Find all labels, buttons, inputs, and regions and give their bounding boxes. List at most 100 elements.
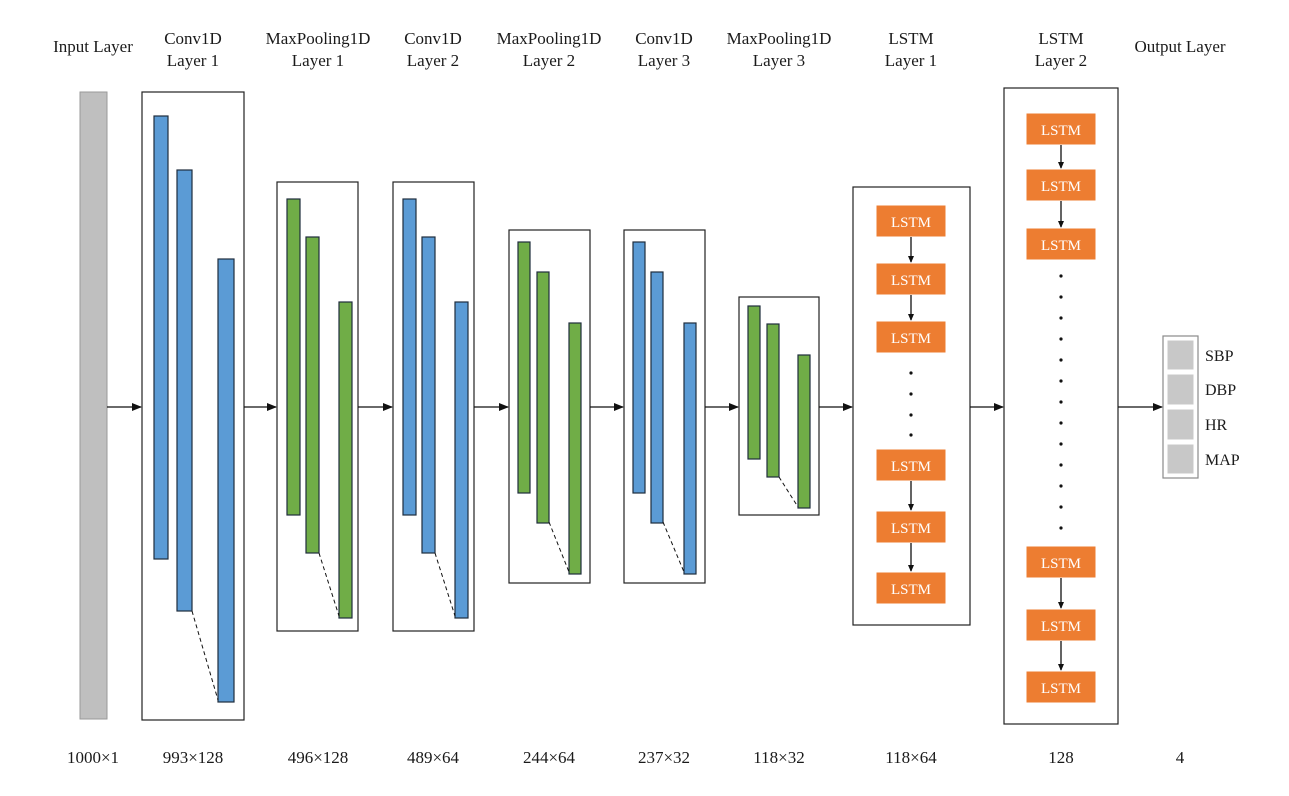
output-cell-dbp	[1166, 373, 1195, 406]
lstm2-cell-6	[1025, 670, 1097, 704]
lstm2-ellipsis-dot-5	[1059, 358, 1063, 362]
lstm1-block: LSTM LSTM LSTM LSTM LSTM LSTM	[852, 186, 971, 626]
pool2-block	[508, 229, 591, 584]
conv3-feature-map-n	[683, 322, 697, 575]
conv1-ellipsis-dash	[191, 610, 219, 701]
output-label-sbp: SBP	[1205, 348, 1234, 365]
dims-pool2: 244×64	[523, 748, 576, 767]
lstm1-ellipsis-dot-4	[909, 433, 913, 437]
lstm2-cell-4	[1025, 545, 1097, 579]
header-conv2-line1: Conv1D	[404, 29, 462, 48]
pool2-feature-map-2	[536, 271, 550, 524]
header-pool2-line1: MaxPooling1D	[497, 29, 602, 48]
header-lstm1-line2: Layer 1	[885, 51, 937, 70]
output-cell-sbp	[1166, 339, 1195, 371]
dims-lstm2: 128	[1048, 748, 1074, 767]
output-cell-hr	[1166, 408, 1195, 441]
pool2-feature-map-n	[568, 322, 582, 575]
conv1-feature-map-2	[176, 169, 193, 612]
lstm2-cell-3-label: LSTM	[1041, 238, 1081, 254]
lstm2-cell-2-label: LSTM	[1041, 179, 1081, 195]
lstm1-ellipsis-dot-1	[909, 371, 913, 375]
output-label-hr: HR	[1205, 417, 1228, 434]
header-pool3-line1: MaxPooling1D	[727, 29, 832, 48]
output-block: SBP DBP HR MAP	[1162, 335, 1240, 479]
lstm1-cell-1	[875, 204, 947, 238]
header-lstm2-line1: LSTM	[1038, 29, 1083, 48]
lstm2-ellipsis-dot-13	[1059, 526, 1063, 530]
header-input-line1: Input Layer	[53, 37, 133, 56]
lstm2-ellipsis-dot-1	[1059, 274, 1063, 278]
lstm2-block: LSTM LSTM LSTM LSTM LSTM LSTM	[1003, 87, 1119, 725]
lstm1-cell-2-label: LSTM	[891, 273, 931, 289]
header-pool3-line2: Layer 3	[753, 51, 805, 70]
dims-conv3: 237×32	[638, 748, 690, 767]
conv2-feature-map-n	[454, 301, 469, 619]
lstm2-ellipsis-dot-7	[1059, 400, 1063, 404]
dims-pool3: 118×32	[753, 748, 804, 767]
pool1-feature-map-1	[286, 198, 301, 516]
conv1-block	[141, 91, 245, 721]
pool3-block	[738, 296, 820, 516]
header-conv3-line2: Layer 3	[638, 51, 690, 70]
lstm1-cell-5-label: LSTM	[891, 521, 931, 537]
dims-conv2: 489×64	[407, 748, 460, 767]
header-pool1-line2: Layer 1	[292, 51, 344, 70]
conv2-feature-map-2	[421, 236, 436, 554]
header-conv1-line1: Conv1D	[164, 29, 222, 48]
lstm1-cell-6	[875, 571, 947, 605]
lstm2-ellipsis-dot-6	[1059, 379, 1063, 383]
pool3-feature-map-2	[766, 323, 780, 478]
header-lstm2-line2: Layer 2	[1035, 51, 1087, 70]
conv2-feature-map-1	[402, 198, 417, 516]
header-conv2-line2: Layer 2	[407, 51, 459, 70]
input-layer-bar	[79, 91, 108, 720]
conv3-ellipsis-dash	[662, 521, 685, 573]
lstm2-ellipsis-dot-12	[1059, 505, 1063, 509]
lstm1-cell-1-label: LSTM	[891, 215, 931, 231]
header-pool2-line2: Layer 2	[523, 51, 575, 70]
conv3-feature-map-2	[650, 271, 664, 524]
conv3-block	[623, 229, 706, 584]
dimension-labels: 1000×1 993×128 496×128 489×64 244×64 237…	[67, 748, 1185, 767]
output-label-dbp: DBP	[1205, 382, 1236, 399]
header-output-line1: Output Layer	[1134, 37, 1225, 56]
lstm1-cell-2	[875, 262, 947, 296]
lstm1-cell-6-label: LSTM	[891, 582, 931, 598]
pool2-feature-map-1	[517, 241, 531, 494]
lstm2-ellipsis-dot-9	[1059, 442, 1063, 446]
header-conv3-line1: Conv1D	[635, 29, 693, 48]
lstm2-ellipsis-dot-10	[1059, 463, 1063, 467]
header-pool1-line1: MaxPooling1D	[266, 29, 371, 48]
lstm2-ellipsis-dot-2	[1059, 295, 1063, 299]
pool1-feature-map-n	[338, 301, 353, 619]
lstm2-ellipsis-dot-11	[1059, 484, 1063, 488]
header-lstm1-line1: LSTM	[888, 29, 933, 48]
pool1-feature-map-2	[305, 236, 320, 554]
lstm1-ellipsis-dot-2	[909, 392, 913, 396]
lstm1-cell-3	[875, 320, 947, 354]
dims-input: 1000×1	[67, 748, 119, 767]
conv2-block	[392, 181, 475, 632]
lstm2-cell-6-label: LSTM	[1041, 681, 1081, 697]
conv3-feature-map-1	[632, 241, 646, 494]
conv1-feature-map-1	[153, 115, 169, 560]
dims-lstm1: 118×64	[885, 748, 937, 767]
lstm2-ellipsis-dot-3	[1059, 316, 1063, 320]
output-label-map: MAP	[1205, 452, 1240, 469]
dims-output: 4	[1176, 748, 1185, 767]
lstm2-ellipsis-dot-4	[1059, 337, 1063, 341]
lstm2-cell-4-label: LSTM	[1041, 556, 1081, 572]
lstm2-ellipsis-dot-8	[1059, 421, 1063, 425]
output-cell-map	[1166, 443, 1195, 475]
pool3-feature-map-1	[747, 305, 761, 460]
pool3-feature-map-n	[797, 354, 811, 509]
dims-pool1: 496×128	[288, 748, 349, 767]
lstm2-cell-5-label: LSTM	[1041, 619, 1081, 635]
lstm2-cell-1	[1025, 112, 1097, 146]
pool3-ellipsis-dash	[778, 476, 799, 508]
pool1-block	[276, 181, 359, 632]
dims-conv1: 993×128	[163, 748, 224, 767]
layer-headers: Input Layer Conv1D Layer 1 MaxPooling1D …	[53, 29, 1226, 70]
